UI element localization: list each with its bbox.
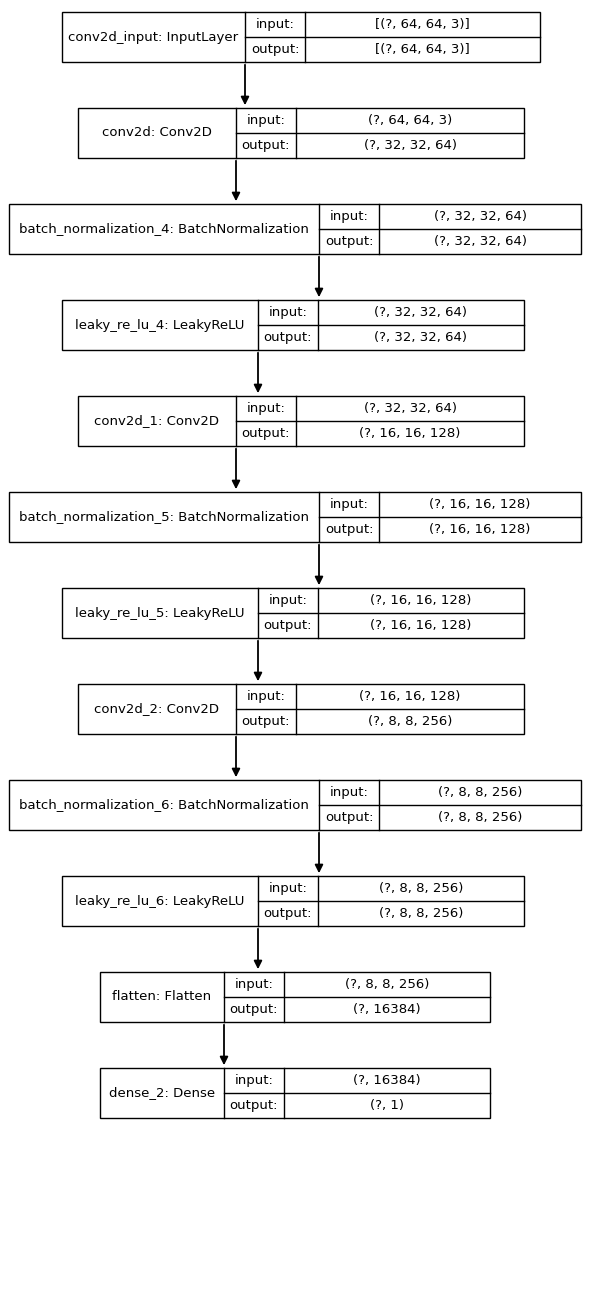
Text: (?, 16, 16, 128): (?, 16, 16, 128) [371,594,472,607]
Text: [(?, 64, 64, 3)]: [(?, 64, 64, 3)] [375,18,470,31]
Text: (?, 1): (?, 1) [370,1099,404,1112]
Text: output:: output: [242,139,290,152]
Text: batch_normalization_6: BatchNormalization: batch_normalization_6: BatchNormalizatio… [19,799,309,812]
Text: input:: input: [269,594,307,607]
Text: conv2d_input: InputLayer: conv2d_input: InputLayer [69,31,239,44]
Bar [9,780,581,830]
Bar [9,492,581,542]
Bar [78,108,524,158]
Bar [62,587,524,638]
Bar [62,877,524,926]
Bar [9,204,581,254]
Text: (?, 16384): (?, 16384) [353,1003,421,1016]
Text: leaky_re_lu_6: LeakyReLU: leaky_re_lu_6: LeakyReLU [75,895,244,908]
Text: (?, 32, 32, 64): (?, 32, 32, 64) [375,330,468,343]
Text: output:: output: [230,1099,278,1112]
Text: output:: output: [264,330,312,343]
Bar [78,684,524,735]
Text: (?, 64, 64, 3): (?, 64, 64, 3) [368,114,452,127]
Text: (?, 8, 8, 256): (?, 8, 8, 256) [379,908,463,920]
Text: (?, 16, 16, 128): (?, 16, 16, 128) [371,618,472,633]
Text: (?, 8, 8, 256): (?, 8, 8, 256) [438,786,522,799]
Text: input:: input: [246,402,285,414]
Text: (?, 8, 8, 256): (?, 8, 8, 256) [438,811,522,824]
Bar [62,12,540,62]
Text: input:: input: [246,114,285,127]
Text: leaky_re_lu_4: LeakyReLU: leaky_re_lu_4: LeakyReLU [75,319,244,332]
Text: (?, 32, 32, 64): (?, 32, 32, 64) [433,210,526,223]
Text: input:: input: [234,979,274,991]
Text: input:: input: [269,306,307,319]
Text: (?, 16, 16, 128): (?, 16, 16, 128) [359,427,461,440]
Text: output:: output: [325,523,373,536]
Text: (?, 32, 32, 64): (?, 32, 32, 64) [363,402,456,414]
Text: batch_normalization_4: BatchNormalization: batch_normalization_4: BatchNormalizatio… [19,222,309,235]
Text: output:: output: [264,908,312,920]
Text: input:: input: [269,882,307,895]
Text: input:: input: [246,689,285,704]
Text: leaky_re_lu_5: LeakyReLU: leaky_re_lu_5: LeakyReLU [75,607,244,620]
Text: conv2d_1: Conv2D: conv2d_1: Conv2D [95,414,220,427]
Text: flatten: Flatten: flatten: Flatten [112,990,211,1003]
Text: (?, 16, 16, 128): (?, 16, 16, 128) [359,689,461,704]
Text: output:: output: [264,618,312,633]
Text: input:: input: [330,786,368,799]
Text: output:: output: [251,43,299,56]
Text: (?, 32, 32, 64): (?, 32, 32, 64) [363,139,456,152]
Text: dense_2: Dense: dense_2: Dense [109,1087,215,1100]
Text: (?, 8, 8, 256): (?, 8, 8, 256) [379,882,463,895]
Text: output:: output: [325,235,373,248]
Text: output:: output: [230,1003,278,1016]
Text: input:: input: [330,498,368,511]
Bar [100,972,490,1022]
Bar [62,300,524,350]
Bar [78,396,524,445]
Text: (?, 8, 8, 256): (?, 8, 8, 256) [368,715,452,728]
Text: input:: input: [256,18,294,31]
Text: (?, 16384): (?, 16384) [353,1074,421,1087]
Text: (?, 16, 16, 128): (?, 16, 16, 128) [429,523,530,536]
Text: conv2d: Conv2D: conv2d: Conv2D [102,127,212,139]
Text: input:: input: [330,210,368,223]
Text: batch_normalization_5: BatchNormalization: batch_normalization_5: BatchNormalizatio… [19,510,309,523]
Text: (?, 32, 32, 64): (?, 32, 32, 64) [375,306,468,319]
Text: output:: output: [242,427,290,440]
Bar [100,1068,490,1118]
Text: (?, 32, 32, 64): (?, 32, 32, 64) [433,235,526,248]
Text: (?, 16, 16, 128): (?, 16, 16, 128) [429,498,530,511]
Text: output:: output: [325,811,373,824]
Text: output:: output: [242,715,290,728]
Text: (?, 8, 8, 256): (?, 8, 8, 256) [345,979,429,991]
Text: [(?, 64, 64, 3)]: [(?, 64, 64, 3)] [375,43,470,56]
Text: conv2d_2: Conv2D: conv2d_2: Conv2D [95,702,220,715]
Text: input:: input: [234,1074,274,1087]
